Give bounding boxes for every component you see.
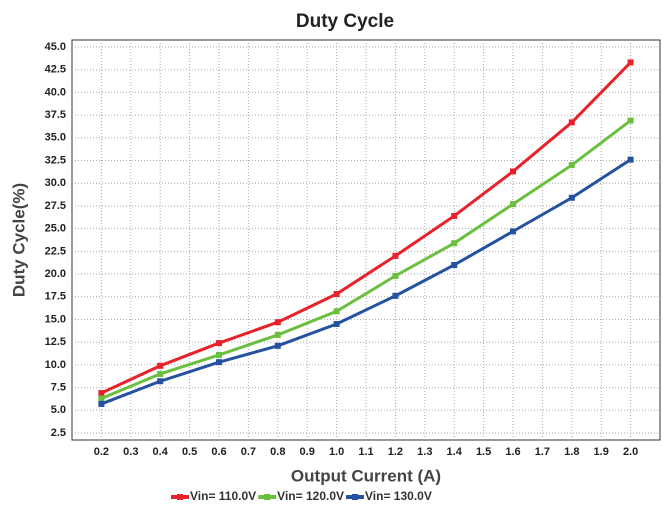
y-tick-label: 25.0: [45, 223, 66, 235]
data-point: [451, 240, 458, 247]
x-tick-label: 0.6: [211, 446, 226, 458]
legend-label: Vin= 130.0V: [365, 489, 432, 503]
data-point: [274, 342, 281, 349]
y-tick-label: 40.0: [45, 86, 66, 98]
data-point: [392, 252, 399, 259]
legend-marker: [264, 494, 271, 500]
x-tick-label: 2.0: [623, 446, 638, 458]
y-tick-label: 45.0: [45, 41, 66, 53]
x-tick-label: 1.9: [594, 446, 609, 458]
chart-title: Duty Cycle: [296, 11, 394, 32]
x-tick-label: 1.5: [476, 446, 491, 458]
legend-marker: [352, 494, 358, 500]
x-tick-label: 1.2: [388, 446, 403, 458]
y-tick-label: 20.0: [45, 268, 66, 280]
y-tick-label: 10.0: [45, 359, 66, 371]
y-tick-label: 17.5: [45, 291, 66, 303]
legend-label: Vin= 120.0V: [277, 489, 344, 503]
data-point: [98, 390, 105, 397]
x-tick-label: 1.3: [417, 446, 432, 458]
data-point: [627, 59, 634, 66]
data-point: [568, 119, 575, 126]
data-point: [157, 362, 164, 369]
x-tick-label: 1.1: [358, 446, 373, 458]
x-tick-label: 0.2: [94, 446, 109, 458]
series-line: [100, 61, 632, 395]
data-point: [392, 292, 399, 299]
y-tick-label: 35.0: [45, 132, 66, 144]
data-point: [157, 378, 164, 385]
x-tick-label: 1.7: [535, 446, 550, 458]
data-point: [216, 340, 222, 347]
data-point: [451, 212, 458, 219]
y-tick-label: 7.5: [51, 381, 66, 393]
data-point: [274, 319, 281, 326]
y-tick-label: 30.0: [45, 177, 66, 189]
series-line: [100, 119, 632, 400]
y-tick-label: 27.5: [45, 200, 66, 212]
y-tick-label: 42.5: [45, 64, 66, 76]
x-tick-label: 0.7: [241, 446, 256, 458]
y-tick-label: 2.5: [51, 427, 66, 439]
data-point: [510, 228, 516, 235]
x-tick-label: 0.9: [300, 446, 315, 458]
data-point: [627, 156, 634, 163]
y-tick-label: 15.0: [45, 313, 66, 325]
data-point: [568, 162, 575, 169]
x-tick-label: 1.6: [505, 446, 520, 458]
data-point: [510, 201, 516, 208]
data-point: [216, 351, 222, 358]
data-point: [274, 331, 281, 338]
y-tick-label: 22.5: [45, 245, 66, 257]
x-tick-label: 0.3: [123, 446, 138, 458]
data-point: [333, 291, 340, 298]
x-tick-label: 0.4: [153, 446, 169, 458]
data-point: [568, 194, 575, 201]
x-tick-label: 1.0: [329, 446, 344, 458]
x-tick-label: 1.4: [447, 446, 463, 458]
legend-marker: [177, 494, 183, 500]
y-tick-label: 37.5: [45, 109, 66, 121]
x-tick-label: 0.5: [182, 446, 197, 458]
x-tick-label: 0.8: [270, 446, 285, 458]
x-axis-label: Output Current (A): [291, 466, 441, 485]
data-point: [333, 321, 340, 328]
data-point: [216, 359, 222, 366]
y-axis-label: Duty Cycle(%): [9, 183, 28, 297]
data-point: [333, 308, 340, 315]
y-tick-label: 12.5: [45, 336, 66, 348]
data-point: [451, 261, 458, 268]
data-point: [627, 117, 634, 124]
data-point: [98, 395, 105, 402]
data-point: [98, 400, 105, 407]
data-point: [510, 168, 516, 175]
data-point: [157, 370, 164, 377]
data-point: [392, 272, 399, 279]
legend-label: Vin= 110.0V: [190, 489, 256, 503]
x-tick-label: 1.8: [564, 446, 579, 458]
y-tick-label: 5.0: [51, 404, 66, 416]
y-tick-label: 32.5: [45, 154, 66, 166]
series-line: [100, 158, 632, 406]
